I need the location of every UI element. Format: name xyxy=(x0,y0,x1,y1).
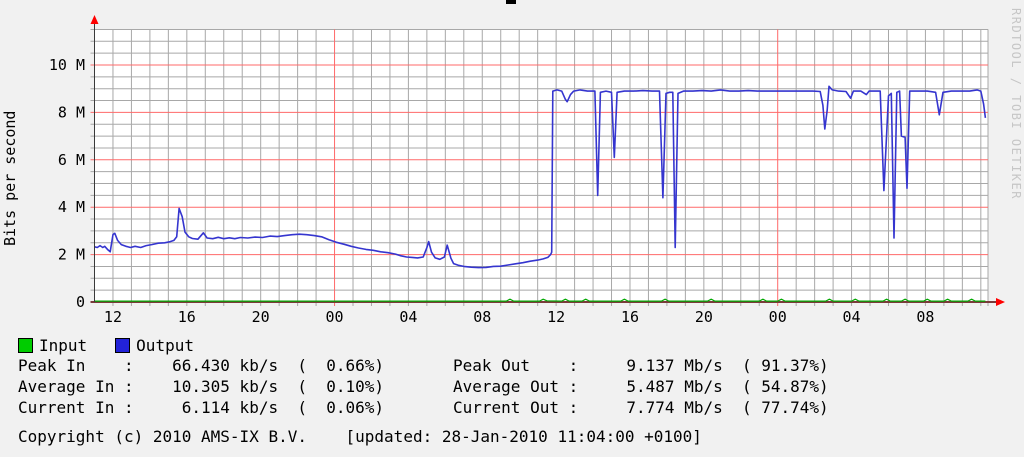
x-tick-label: 08 xyxy=(916,308,934,326)
x-tick-label: 00 xyxy=(326,308,344,326)
y-tick-label: 0 xyxy=(76,293,85,311)
stat-average-in: Average In : 10.305 kb/s ( 0.10%) xyxy=(18,377,385,396)
input-legend-swatch xyxy=(18,338,33,353)
x-tick-label: 08 xyxy=(473,308,491,326)
copyright-line: Copyright (c) 2010 AMS-IX B.V. [updated:… xyxy=(18,427,702,446)
input-series-line xyxy=(94,298,986,302)
stat-peak-out: Peak Out : 9.137 Mb/s ( 91.37%) xyxy=(453,356,829,375)
output-legend-swatch xyxy=(115,338,131,353)
x-tick-label: 16 xyxy=(621,308,639,326)
x-tick-label: 12 xyxy=(104,308,122,326)
output-legend-label: Output xyxy=(136,336,194,355)
y-axis-title: Bits per second xyxy=(1,110,19,246)
input-legend-label: Input xyxy=(39,336,88,355)
rrdtool-watermark: RRDTOOL / TOBI OETIKER xyxy=(1009,8,1023,200)
x-tick-label: 04 xyxy=(399,308,417,326)
x-tick-label: 04 xyxy=(843,308,861,326)
y-tick-label: 6 M xyxy=(58,151,85,169)
stat-current-out: Current Out : 7.774 Mb/s ( 77.74%) xyxy=(453,398,829,417)
y-axis-arrow xyxy=(90,15,99,24)
y-tick-label: 10 M xyxy=(49,56,85,74)
x-tick-label: 20 xyxy=(695,308,713,326)
x-tick-label: 16 xyxy=(178,308,196,326)
stat-average-out: Average Out : 5.487 Mb/s ( 54.87%) xyxy=(453,377,829,396)
y-tick-label: 2 M xyxy=(58,246,85,264)
clipped-title-fragment xyxy=(506,0,516,4)
x-tick-label: 20 xyxy=(252,308,270,326)
plot-background xyxy=(94,29,988,303)
y-tick-label: 8 M xyxy=(58,103,85,121)
x-axis-arrow xyxy=(996,298,1005,306)
output-series-line xyxy=(94,85,987,269)
x-tick-label: 12 xyxy=(547,308,565,326)
y-tick-label: 4 M xyxy=(58,198,85,216)
stat-current-in: Current In : 6.114 kb/s ( 0.06%) xyxy=(18,398,385,417)
stat-peak-in: Peak In : 66.430 kb/s ( 0.66%) xyxy=(18,356,385,375)
x-tick-label: 00 xyxy=(769,308,787,326)
legend: Input Output xyxy=(18,336,222,355)
